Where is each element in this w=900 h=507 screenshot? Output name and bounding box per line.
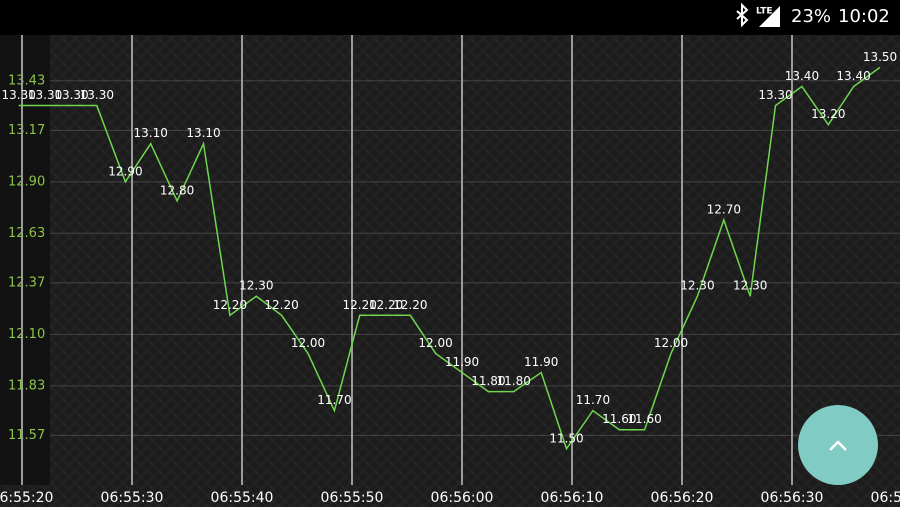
chevron-up-icon xyxy=(829,440,847,451)
value-label: 13.20 xyxy=(811,107,845,121)
value-label: 13.30 xyxy=(2,88,36,102)
scroll-up-button[interactable] xyxy=(798,405,878,485)
value-label: 13.30 xyxy=(28,88,62,102)
value-label: 12.20 xyxy=(393,298,427,312)
y-tick-label: 13.43 xyxy=(8,73,45,88)
value-label: 13.10 xyxy=(134,126,168,140)
y-tick-label: 12.10 xyxy=(8,327,45,342)
status-bar xyxy=(0,0,900,35)
value-label: 11.70 xyxy=(576,393,610,407)
value-label: 12.00 xyxy=(418,336,452,350)
value-label: 12.30 xyxy=(239,279,273,293)
x-tick-label: 06:56:20 xyxy=(651,490,714,506)
value-label: 13.30 xyxy=(54,88,88,102)
value-label: 12.20 xyxy=(343,298,377,312)
fab[interactable] xyxy=(798,405,878,485)
x-tick-label: 06:56:40 xyxy=(871,490,900,506)
value-label: 11.60 xyxy=(602,412,636,426)
value-label: 11.80 xyxy=(497,374,531,388)
x-tick-label: 06:55:20 xyxy=(0,490,53,506)
value-label: 11.90 xyxy=(524,355,558,369)
x-tick-label: 06:55:30 xyxy=(101,490,164,506)
x-tick-label: 06:55:50 xyxy=(321,490,384,506)
value-label: 11.70 xyxy=(317,393,351,407)
data-line xyxy=(18,66,881,451)
value-label: 11.50 xyxy=(549,431,583,445)
value-label: 12.20 xyxy=(213,298,247,312)
y-tick-label: 12.37 xyxy=(8,275,45,290)
value-label: 13.40 xyxy=(836,69,870,83)
clock: 10:02 xyxy=(838,6,890,27)
value-label: 12.20 xyxy=(264,298,298,312)
battery-level: 23% xyxy=(791,6,831,27)
x-tick-label: 06:56:10 xyxy=(541,490,604,506)
y-tick-label: 12.63 xyxy=(8,226,45,241)
value-label: 12.00 xyxy=(291,336,325,350)
value-label: 13.10 xyxy=(186,126,220,140)
value-label: 11.80 xyxy=(471,374,505,388)
value-label: 13.40 xyxy=(785,69,819,83)
value-label: 12.20 xyxy=(369,298,403,312)
y-axis-panel xyxy=(0,35,50,485)
x-tick-label: 06:56:00 xyxy=(431,490,494,506)
value-label: 12.30 xyxy=(733,279,767,293)
value-label: 12.70 xyxy=(707,202,741,216)
network-type: LTE xyxy=(756,7,773,17)
value-label: 12.30 xyxy=(680,279,714,293)
y-tick-label: 13.17 xyxy=(8,123,45,138)
y-tick-label: 12.90 xyxy=(8,174,45,189)
value-label: 11.90 xyxy=(445,355,479,369)
x-tick-label: 06:56:30 xyxy=(761,490,824,506)
value-label: 12.80 xyxy=(160,183,194,197)
value-label: 13.50 xyxy=(863,50,897,64)
x-tick-label: 06:55:40 xyxy=(211,490,274,506)
value-label: 13.30 xyxy=(80,88,114,102)
value-label: 11.60 xyxy=(627,412,661,426)
chart-background xyxy=(0,35,900,507)
plot-area: 11.57 11.83 12.10 12.37 12.63 12.90 13.17 13.43… xyxy=(0,35,900,506)
y-tick-label: 11.57 xyxy=(8,428,45,443)
signal-icon xyxy=(759,6,780,27)
bluetooth-icon xyxy=(736,2,749,28)
value-label: 12.00 xyxy=(654,336,688,350)
value-label: 13.30 xyxy=(758,88,792,102)
y-tick-label: 11.83 xyxy=(8,378,45,393)
value-label: 12.90 xyxy=(108,164,142,178)
